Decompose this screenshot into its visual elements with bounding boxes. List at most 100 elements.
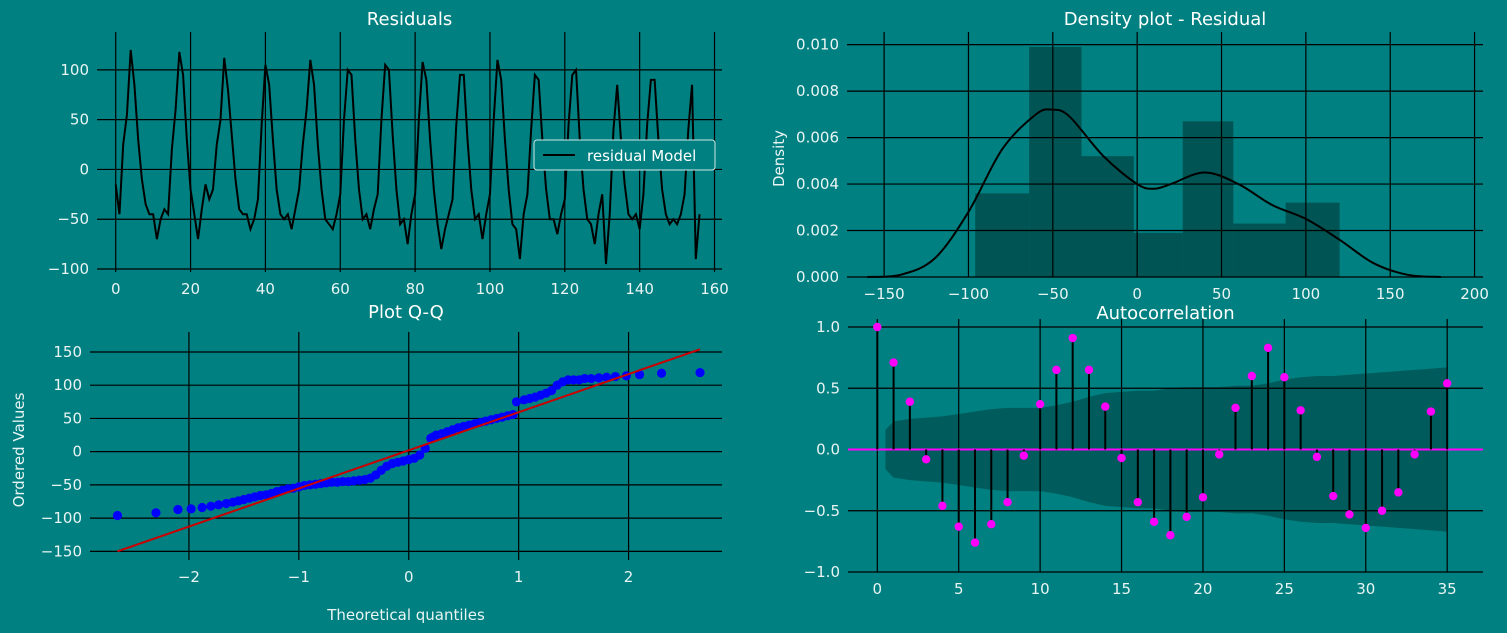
qq-ytick-label: 100 bbox=[53, 376, 82, 394]
acf-marker bbox=[1361, 523, 1370, 533]
residuals-xtick-label: 100 bbox=[476, 280, 505, 298]
acf-marker bbox=[1231, 403, 1240, 413]
density-bar bbox=[1182, 121, 1234, 277]
qq-xtick-label: −1 bbox=[288, 568, 310, 586]
acf-marker bbox=[938, 501, 947, 511]
qq-xtick-label: −2 bbox=[178, 568, 200, 586]
density-title: Density plot - Residual bbox=[1064, 9, 1267, 30]
acf-marker bbox=[1426, 407, 1436, 416]
acf-marker bbox=[1035, 399, 1045, 409]
acf-marker bbox=[1003, 497, 1012, 507]
density-bar bbox=[1081, 156, 1134, 277]
density-xtick-label: 200 bbox=[1460, 285, 1489, 303]
acf-marker bbox=[1296, 406, 1305, 415]
acf-marker bbox=[987, 520, 996, 529]
acf-marker bbox=[1052, 365, 1061, 375]
residuals-xtick-label: 80 bbox=[406, 280, 425, 298]
density-ytick-label: 0.004 bbox=[796, 175, 839, 193]
acf-marker bbox=[905, 397, 915, 406]
residuals-ytick-label: 0 bbox=[79, 160, 89, 178]
density-xtick-label: −50 bbox=[1037, 285, 1069, 303]
acf-subplot: 0 5 10 15 20 25 30 35 −1.0 −0.5 0.0 0.5 1.0 Autocorre… bbox=[804, 303, 1483, 598]
acf-marker bbox=[954, 522, 963, 531]
acf-xtick-label: 30 bbox=[1356, 580, 1375, 598]
density-kde-line bbox=[867, 108, 1441, 278]
acf-xtick-label: 5 bbox=[954, 580, 964, 598]
qq-title: Plot Q-Q bbox=[368, 302, 444, 323]
qq-ytick-label: 150 bbox=[53, 343, 82, 361]
acf-title: Autocorrelation bbox=[1096, 303, 1234, 324]
acf-marker bbox=[1410, 450, 1419, 459]
acf-marker bbox=[1345, 510, 1354, 519]
residuals-title: Residuals bbox=[367, 9, 452, 30]
acf-marker bbox=[1442, 379, 1452, 388]
qq-point bbox=[580, 373, 590, 384]
acf-marker bbox=[1068, 333, 1077, 343]
acf-marker bbox=[1149, 517, 1159, 526]
acf-ytick-label: −1.0 bbox=[804, 563, 840, 581]
residuals-xtick-label: 140 bbox=[625, 280, 654, 298]
acf-stems bbox=[873, 322, 1452, 547]
density-xtick-label: 100 bbox=[1292, 285, 1321, 303]
qq-point bbox=[601, 372, 612, 382]
density-bar bbox=[1233, 223, 1286, 277]
acf-marker bbox=[1133, 497, 1143, 507]
legend-entry: residual Model bbox=[587, 147, 696, 165]
qq-ytick-label: −50 bbox=[50, 476, 82, 494]
density-ytick-label: 0.010 bbox=[796, 36, 839, 54]
qq-point bbox=[695, 367, 705, 378]
acf-marker bbox=[1329, 491, 1338, 501]
acf-ytick-label: 0.0 bbox=[816, 441, 840, 459]
acf-marker bbox=[1247, 371, 1256, 381]
qq-xlabel: Theoretical quantiles bbox=[326, 606, 485, 624]
residuals-xtick-label: 120 bbox=[550, 280, 579, 298]
residuals-xtick-label: 0 bbox=[111, 280, 121, 298]
qq-xtick-label: 2 bbox=[624, 568, 634, 586]
acf-marker bbox=[1263, 343, 1273, 353]
acf-marker bbox=[1182, 512, 1191, 522]
acf-marker bbox=[1198, 493, 1208, 502]
residuals-xtick-label: 40 bbox=[256, 280, 275, 298]
residuals-xtick-label: 60 bbox=[331, 280, 350, 298]
residuals-xtick-label: 160 bbox=[700, 280, 729, 298]
acf-marker bbox=[1377, 506, 1387, 515]
density-subplot: −150 −100 −50 0 50 100 150 200 0.000 0.002 0.004 0.… bbox=[770, 9, 1489, 303]
qq-point bbox=[206, 501, 216, 511]
qq-points bbox=[112, 367, 705, 521]
acf-marker bbox=[1019, 451, 1029, 460]
acf-marker bbox=[873, 322, 882, 332]
residuals-series-line bbox=[114, 49, 701, 265]
acf-xtick-label: 20 bbox=[1193, 580, 1212, 598]
qq-point bbox=[173, 504, 183, 515]
qq-point bbox=[656, 368, 667, 378]
acf-xtick-label: 10 bbox=[1031, 580, 1050, 598]
density-ytick-label: 0.006 bbox=[796, 129, 839, 147]
qq-ytick-label: −150 bbox=[41, 542, 82, 560]
density-ylabel: Density bbox=[770, 130, 788, 187]
acf-marker bbox=[1280, 373, 1289, 382]
qq-subplot: −2 −1 0 1 2 −150 −100 −50 0 50 100 150 Plot Q-Q Theor… bbox=[10, 302, 722, 624]
acf-marker bbox=[889, 358, 898, 367]
legend-box bbox=[533, 139, 716, 171]
qq-ylabel: Ordered Values bbox=[10, 392, 28, 507]
acf-ytick-label: 1.0 bbox=[816, 318, 840, 336]
acf-xtick-label: 35 bbox=[1438, 580, 1457, 598]
density-xtick-label: 50 bbox=[1212, 285, 1231, 303]
acf-marker bbox=[1215, 450, 1224, 459]
acf-marker bbox=[1084, 365, 1094, 375]
residuals-subplot: 0 20 40 60 80 100 120 140 160 −100 −50 0 50 100 Residu… bbox=[48, 9, 729, 298]
qq-point bbox=[415, 450, 425, 460]
acf-marker bbox=[1312, 452, 1322, 462]
residuals-ytick-label: 50 bbox=[70, 111, 89, 129]
qq-point bbox=[151, 508, 161, 518]
density-xtick-label: −100 bbox=[948, 285, 989, 303]
acf-xtick-label: 15 bbox=[1112, 580, 1131, 598]
qq-point bbox=[186, 504, 196, 514]
acf-marker bbox=[1117, 453, 1126, 463]
qq-fit-line bbox=[117, 348, 701, 553]
density-bars bbox=[975, 46, 1340, 278]
density-bar bbox=[1029, 46, 1082, 278]
qq-point bbox=[594, 373, 604, 383]
density-ytick-label: 0.002 bbox=[796, 222, 839, 240]
